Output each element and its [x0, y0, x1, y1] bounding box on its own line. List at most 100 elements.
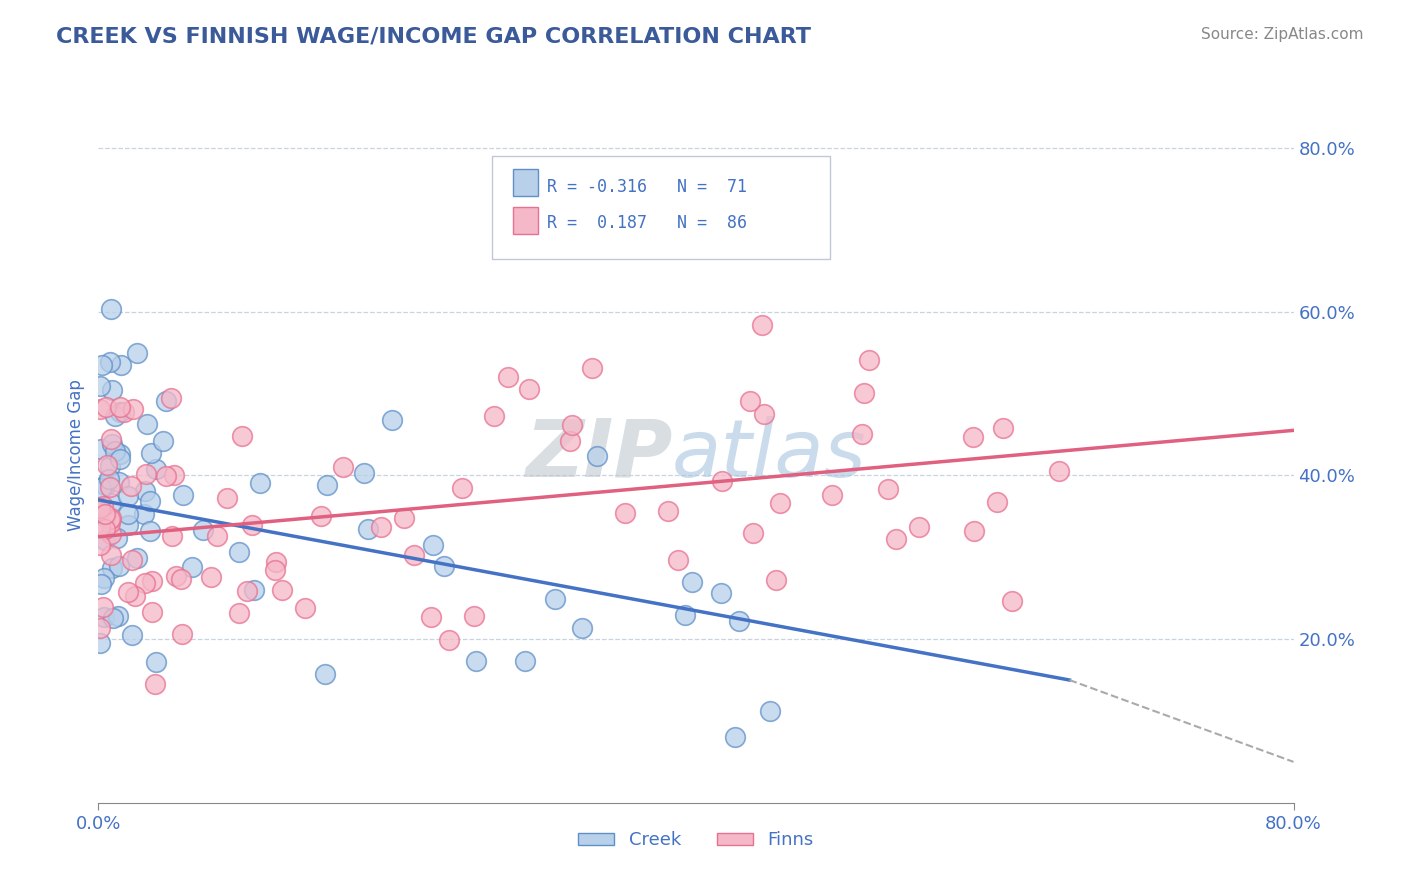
- Point: [89, 501, 111, 516]
- Point: [101, 611, 124, 625]
- Text: Source: ZipAtlas.com: Source: ZipAtlas.com: [1201, 27, 1364, 42]
- Point: [769, 496, 792, 510]
- Point: [962, 524, 984, 539]
- Point: [89, 538, 111, 552]
- Point: [433, 559, 456, 574]
- Text: atlas: atlas: [672, 416, 868, 494]
- Point: [586, 450, 609, 464]
- Point: [821, 488, 844, 502]
- Point: [240, 517, 263, 532]
- Point: [98, 480, 121, 494]
- Point: [125, 345, 148, 359]
- Point: [134, 483, 156, 498]
- Point: [100, 526, 122, 541]
- Point: [93, 507, 115, 521]
- Point: [117, 585, 139, 599]
- Point: [110, 405, 132, 419]
- Point: [205, 528, 228, 542]
- Point: [437, 632, 460, 647]
- Point: [160, 392, 183, 406]
- Point: [108, 451, 131, 466]
- Point: [172, 626, 194, 640]
- Y-axis label: Wage/Income Gap: Wage/Income Gap: [66, 379, 84, 531]
- Point: [392, 511, 415, 525]
- Point: [675, 608, 697, 623]
- Point: [98, 355, 121, 369]
- Point: [710, 474, 733, 488]
- Point: [482, 409, 505, 423]
- Point: [851, 427, 873, 442]
- Point: [741, 526, 763, 541]
- Point: [877, 482, 900, 496]
- Point: [94, 533, 117, 547]
- Point: [357, 522, 380, 536]
- Point: [451, 481, 474, 495]
- Text: ZIP: ZIP: [524, 416, 672, 494]
- Point: [91, 500, 114, 514]
- Point: [264, 555, 287, 569]
- Point: [738, 394, 761, 409]
- Point: [98, 512, 121, 526]
- Point: [117, 517, 139, 532]
- Point: [132, 508, 155, 522]
- Point: [89, 401, 111, 416]
- Point: [420, 610, 443, 624]
- Point: [561, 417, 583, 432]
- Point: [100, 548, 122, 562]
- Point: [108, 475, 131, 489]
- Point: [93, 599, 115, 614]
- Point: [513, 654, 536, 668]
- Point: [710, 585, 733, 599]
- Point: [353, 467, 375, 481]
- Point: [858, 353, 880, 368]
- Point: [160, 529, 183, 543]
- Point: [89, 378, 111, 392]
- Point: [141, 574, 163, 588]
- Point: [89, 636, 111, 650]
- Point: [101, 560, 124, 574]
- Point: [236, 583, 259, 598]
- Point: [98, 459, 121, 474]
- Point: [765, 573, 787, 587]
- Point: [90, 482, 112, 496]
- Point: [759, 705, 782, 719]
- Point: [728, 614, 751, 628]
- Point: [314, 666, 336, 681]
- Point: [681, 574, 703, 589]
- Point: [121, 628, 143, 642]
- Point: [107, 609, 129, 624]
- Point: [332, 460, 354, 475]
- Point: [112, 405, 135, 419]
- Point: [145, 655, 167, 669]
- Point: [122, 402, 145, 417]
- Point: [228, 545, 250, 559]
- Point: [614, 506, 637, 520]
- Point: [404, 548, 426, 562]
- Point: [104, 444, 127, 458]
- Point: [853, 385, 876, 400]
- Point: [117, 508, 139, 522]
- Point: [200, 569, 222, 583]
- Point: [94, 522, 117, 536]
- Point: [117, 489, 139, 503]
- Point: [370, 520, 392, 534]
- Point: [100, 302, 122, 317]
- Point: [666, 552, 689, 566]
- Point: [141, 605, 163, 619]
- Legend: Creek, Finns: Creek, Finns: [571, 824, 821, 856]
- Point: [110, 447, 132, 461]
- Point: [264, 563, 287, 577]
- Point: [751, 318, 773, 333]
- Point: [93, 478, 115, 492]
- Point: [94, 400, 117, 414]
- Point: [962, 430, 984, 444]
- Point: [125, 550, 148, 565]
- Point: [581, 361, 603, 376]
- Point: [496, 370, 519, 384]
- Point: [139, 494, 162, 508]
- Point: [271, 583, 294, 598]
- Point: [155, 394, 177, 409]
- Point: [97, 472, 120, 486]
- Point: [242, 582, 264, 597]
- Point: [884, 532, 907, 546]
